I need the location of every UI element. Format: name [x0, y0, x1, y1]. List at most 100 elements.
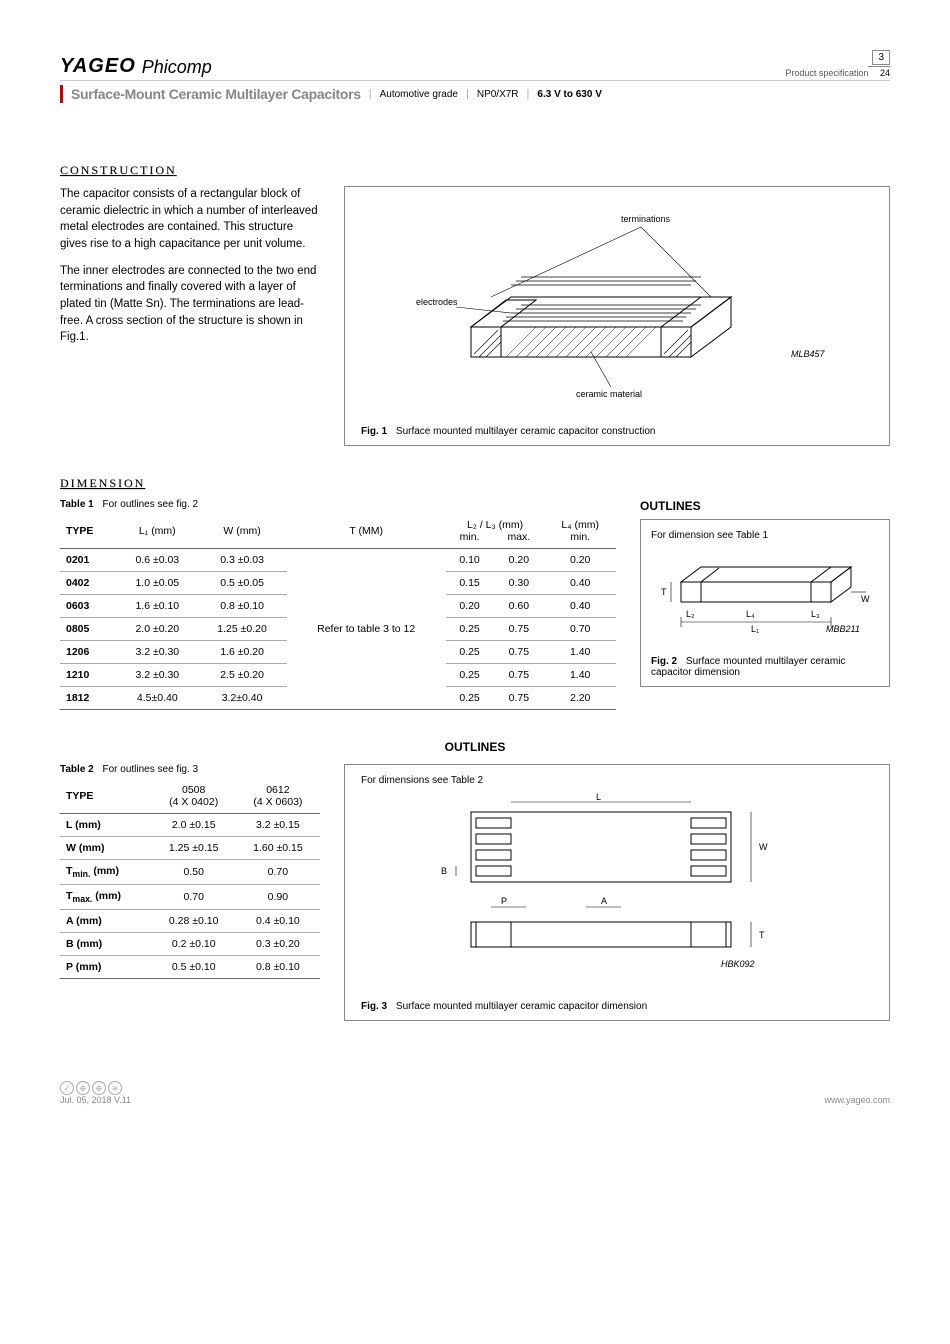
cert-icon: ⊕: [76, 1081, 90, 1095]
table-row: A (mm) 0.28 ±0.10 0.4 ±0.10: [60, 910, 320, 933]
outlines2-row: Table 2 For outlines see fig. 3 TYPE 050…: [60, 764, 890, 1021]
table2-label: Table 2 For outlines see fig. 3: [60, 764, 320, 775]
page-header: YAGEO Phicomp Product specification 3 24: [60, 50, 890, 81]
cell-type: 1206: [60, 641, 117, 664]
accent-bar: [60, 85, 63, 103]
page-number-box: 3 24: [868, 50, 890, 78]
cell-w: 0.8 ±0.10: [198, 595, 287, 618]
cell-l1: 3.2 ±0.30: [117, 641, 198, 664]
cell-param: P (mm): [60, 956, 152, 979]
cell-c2: 0.8 ±0.10: [236, 956, 320, 979]
figure-3-box: For dimensions see Table 2 L W B P A: [344, 764, 890, 1021]
dimension-row: Table 1 For outlines see fig. 2 TYPE L₁ …: [60, 499, 890, 710]
svg-text:T: T: [661, 587, 667, 597]
cell-l23min: 0.15: [446, 572, 494, 595]
cell-type: 1812: [60, 687, 117, 710]
logo-yageo: YAGEO: [60, 55, 136, 78]
cell-l1: 3.2 ±0.30: [117, 664, 198, 687]
cell-l4: 0.40: [544, 572, 616, 595]
spec-label: Product specification: [785, 68, 868, 78]
svg-text:L₃: L₃: [811, 609, 820, 619]
fig3-caption-text: Surface mounted multilayer ceramic capac…: [396, 1001, 647, 1012]
cell-c1: 2.0 ±0.15: [152, 814, 236, 837]
cert-icon: ⊕: [92, 1081, 106, 1095]
construction-para1: The capacitor consists of a rectangular …: [60, 186, 320, 253]
cell-c1: 0.2 ±0.10: [152, 933, 236, 956]
cell-type: 1210: [60, 664, 117, 687]
fig1-label-terminations: terminations: [621, 214, 671, 224]
section-title-dimension: DIMENSION: [60, 476, 890, 491]
table-2: TYPE 0508 0612 (4 X 0402) (4 X 0603) L (…: [60, 779, 320, 979]
cell-param: W (mm): [60, 837, 152, 860]
logo-phicomp: Phicomp: [142, 57, 212, 78]
th2-c2sub: (4 X 0603): [236, 796, 320, 814]
figure-2-svg: T W L₁ L₂ L₄ L₃ MBB211: [651, 547, 871, 647]
cell-w: 1.25 ±0.20: [198, 618, 287, 641]
th-w: W (mm): [198, 514, 287, 549]
cell-l23max: 0.75: [493, 664, 544, 687]
cell-type: 0805: [60, 618, 117, 641]
th2-c1: 0508: [152, 779, 236, 796]
outlines-title-1: OUTLINES: [640, 499, 890, 513]
fig3-caption-bold: Fig. 3: [361, 1001, 387, 1012]
table-row: B (mm) 0.2 ±0.10 0.3 ±0.20: [60, 933, 320, 956]
cell-c1: 0.50: [152, 860, 236, 885]
fig2-note: For dimension see Table 1: [651, 530, 879, 541]
th2-type: TYPE: [60, 779, 152, 814]
svg-text:HBK092: HBK092: [721, 959, 755, 969]
svg-text:W: W: [759, 842, 768, 852]
fig1-caption-bold: Fig. 1: [361, 426, 387, 437]
outlines-title-2: OUTLINES: [60, 740, 890, 754]
svg-text:MBB211: MBB211: [826, 624, 860, 634]
cell-l23max: 0.30: [493, 572, 544, 595]
cell-w: 0.3 ±0.03: [198, 549, 287, 572]
cell-w: 2.5 ±0.20: [198, 664, 287, 687]
table-row: Tmax. (mm) 0.70 0.90: [60, 885, 320, 910]
cell-l23min: 0.25: [446, 687, 494, 710]
meta-voltage: 6.3 V to 630 V: [537, 89, 601, 100]
footer-left: ✓ ⊕ ⊕ ≋ Jul. 05, 2018 V.11: [60, 1081, 131, 1105]
fig1-label-electrodes: electrodes: [416, 297, 458, 307]
table-1-container: Table 1 For outlines see fig. 2 TYPE L₁ …: [60, 499, 616, 710]
footer-date: Jul. 05, 2018 V.11: [60, 1095, 131, 1105]
cell-l23min: 0.25: [446, 664, 494, 687]
cell-l23min: 0.25: [446, 618, 494, 641]
table-1: TYPE L₁ (mm) W (mm) T (MM) L₂ / L₃ (mm) …: [60, 514, 616, 710]
cell-l1: 2.0 ±0.20: [117, 618, 198, 641]
cell-w: 0.5 ±0.05: [198, 572, 287, 595]
cert-icon: ≋: [108, 1081, 122, 1095]
table-row: Tmin. (mm) 0.50 0.70: [60, 860, 320, 885]
fig2-caption-text: Surface mounted multilayer ceramic capac…: [651, 656, 845, 678]
table2-label-bold: Table 2: [60, 764, 94, 775]
th-min: min.: [446, 531, 494, 549]
fig2-caption: Fig. 2 Surface mounted multilayer cerami…: [651, 656, 879, 678]
figure-1-svg: terminations electrodes ceramic material…: [361, 197, 861, 417]
table-row: W (mm) 1.25 ±0.15 1.60 ±0.15: [60, 837, 320, 860]
cell-c1: 0.70: [152, 885, 236, 910]
th-t: T (MM): [287, 514, 446, 549]
table2-label-text: For outlines see fig. 3: [103, 764, 199, 775]
t-note-cell: Refer to table 3 to 12: [287, 549, 446, 710]
cell-param: A (mm): [60, 910, 152, 933]
cell-c1: 1.25 ±0.15: [152, 837, 236, 860]
cert-icon: ✓: [60, 1081, 74, 1095]
divider: |: [527, 88, 530, 100]
fig3-note: For dimensions see Table 2: [361, 775, 873, 786]
construction-row: The capacitor consists of a rectangular …: [60, 186, 890, 446]
cell-l23max: 0.75: [493, 641, 544, 664]
th2-c1sub: (4 X 0402): [152, 796, 236, 814]
cell-l23min: 0.20: [446, 595, 494, 618]
cell-type: 0201: [60, 549, 117, 572]
table1-label-text: For outlines see fig. 2: [103, 499, 199, 510]
cell-l1: 0.6 ±0.03: [117, 549, 198, 572]
table-row: 0201 0.6 ±0.03 0.3 ±0.03Refer to table 3…: [60, 549, 616, 572]
outlines-side: OUTLINES For dimension see Table 1 T W: [640, 499, 890, 710]
figure-3-svg: L W B P A T HBK092: [361, 792, 821, 992]
construction-text: The capacitor consists of a rectangular …: [60, 186, 320, 446]
th-type: TYPE: [60, 514, 117, 549]
cell-l4: 2.20: [544, 687, 616, 710]
cell-param: B (mm): [60, 933, 152, 956]
cell-l1: 4.5±0.40: [117, 687, 198, 710]
svg-text:L₂: L₂: [686, 609, 695, 619]
fig1-code: MLB457: [791, 349, 826, 359]
